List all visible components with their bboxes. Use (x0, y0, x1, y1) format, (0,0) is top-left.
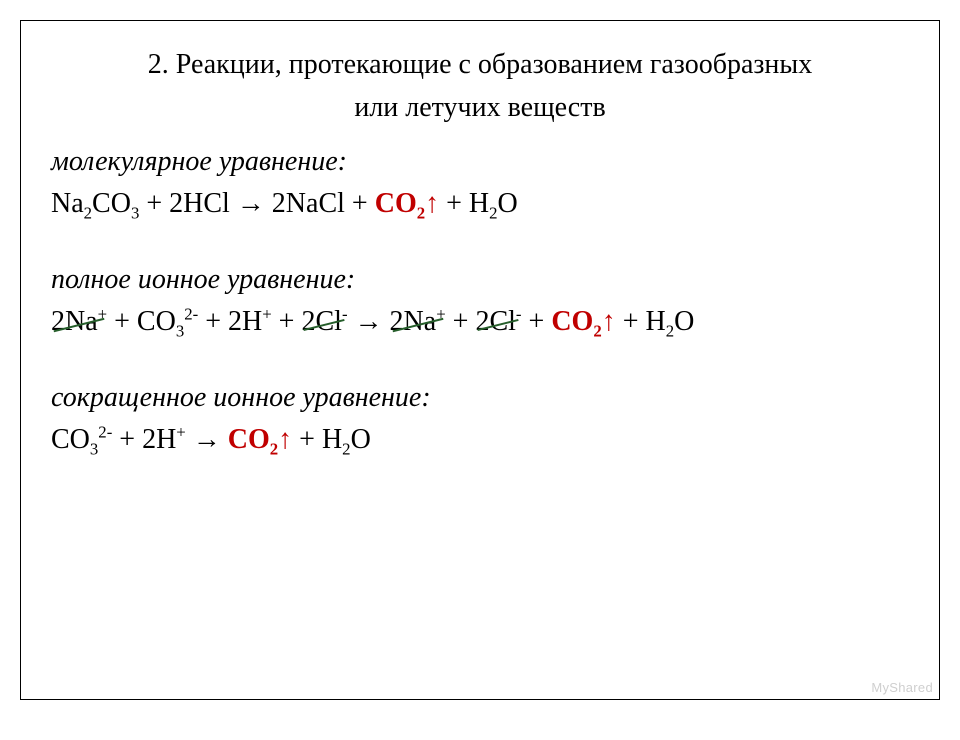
superscript: + (176, 422, 185, 441)
eq-text: O (498, 188, 518, 219)
subscript: 2 (342, 439, 350, 458)
eq-text: + H (292, 424, 342, 455)
superscript: - (516, 304, 522, 323)
spectator-ion: 2Na+ (390, 302, 446, 343)
eq-text: O (674, 306, 694, 337)
subscript: 2 (593, 321, 601, 340)
eq-text: CO (51, 424, 90, 455)
superscript: - (342, 304, 348, 323)
label-net-ionic: сокращенное ионное уравнение: (51, 382, 909, 414)
gas-product: CO2↑ (551, 306, 615, 337)
eq-text: 2Na (390, 306, 437, 337)
eq-text: + 2HCl → 2NaCl + (139, 188, 374, 219)
title-line-1: 2. Реакции, протекающие с образованием г… (148, 49, 812, 80)
eq-text: 2Na (51, 306, 98, 337)
eq-text: + 2H (198, 306, 262, 337)
equation-net-ionic: CO32- + 2H+ → CO2↑ + H2O (51, 420, 909, 462)
gas-arrow-icon: ↑ (425, 188, 439, 219)
eq-text: + (522, 306, 552, 337)
superscript: + (436, 304, 445, 323)
superscript: 2- (184, 304, 198, 323)
slide-frame: 2. Реакции, протекающие с образованием г… (20, 20, 940, 700)
eq-text: 2Cl (301, 306, 341, 337)
eq-text: 2Cl (475, 306, 515, 337)
superscript: 2- (98, 422, 112, 441)
eq-text: + (446, 306, 476, 337)
gas-product: CO2↑ (228, 424, 292, 455)
label-molecular: молекулярное уравнение: (51, 146, 909, 178)
spectator-ion: 2Cl- (475, 302, 521, 343)
gas-arrow-icon: ↑ (278, 424, 292, 455)
eq-text: + (272, 306, 302, 337)
watermark-text: MyShared (871, 680, 933, 695)
title-line-2: или летучих веществ (354, 92, 605, 123)
equation-molecular: Na2CO3 + 2HCl → 2NaCl + CO2↑ + H2O (51, 184, 909, 226)
subscript: 2 (489, 203, 497, 222)
slide-title: 2. Реакции, протекающие с образованием г… (51, 43, 909, 130)
subscript: 3 (176, 321, 184, 340)
spectator-ion: 2Cl- (301, 302, 347, 343)
eq-text: CO (551, 306, 593, 337)
spectator-ion: 2Na+ (51, 302, 107, 343)
superscript: + (98, 304, 107, 323)
superscript: + (262, 304, 271, 323)
eq-text: + H (616, 306, 666, 337)
label-full-ionic: полное ионное уравнение: (51, 264, 909, 296)
eq-text: → (186, 424, 228, 455)
subscript: 2 (84, 203, 92, 222)
subscript: 2 (417, 203, 425, 222)
eq-text: + CO (107, 306, 176, 337)
gas-product: CO2↑ (375, 188, 439, 219)
subscript: 2 (270, 439, 278, 458)
eq-text: Na (51, 188, 84, 219)
eq-text: CO (228, 424, 270, 455)
eq-text: + H (439, 188, 489, 219)
gas-arrow-icon: ↑ (602, 306, 616, 337)
subscript: 3 (90, 439, 98, 458)
eq-text: CO (375, 188, 417, 219)
equation-full-ionic: 2Na+ + CO32- + 2H+ + 2Cl- → 2Na+ + 2Cl- … (51, 302, 909, 344)
eq-text: + 2H (112, 424, 176, 455)
eq-text: O (351, 424, 371, 455)
eq-text: CO (92, 188, 131, 219)
subscript: 2 (666, 321, 674, 340)
eq-text: → (348, 306, 390, 337)
